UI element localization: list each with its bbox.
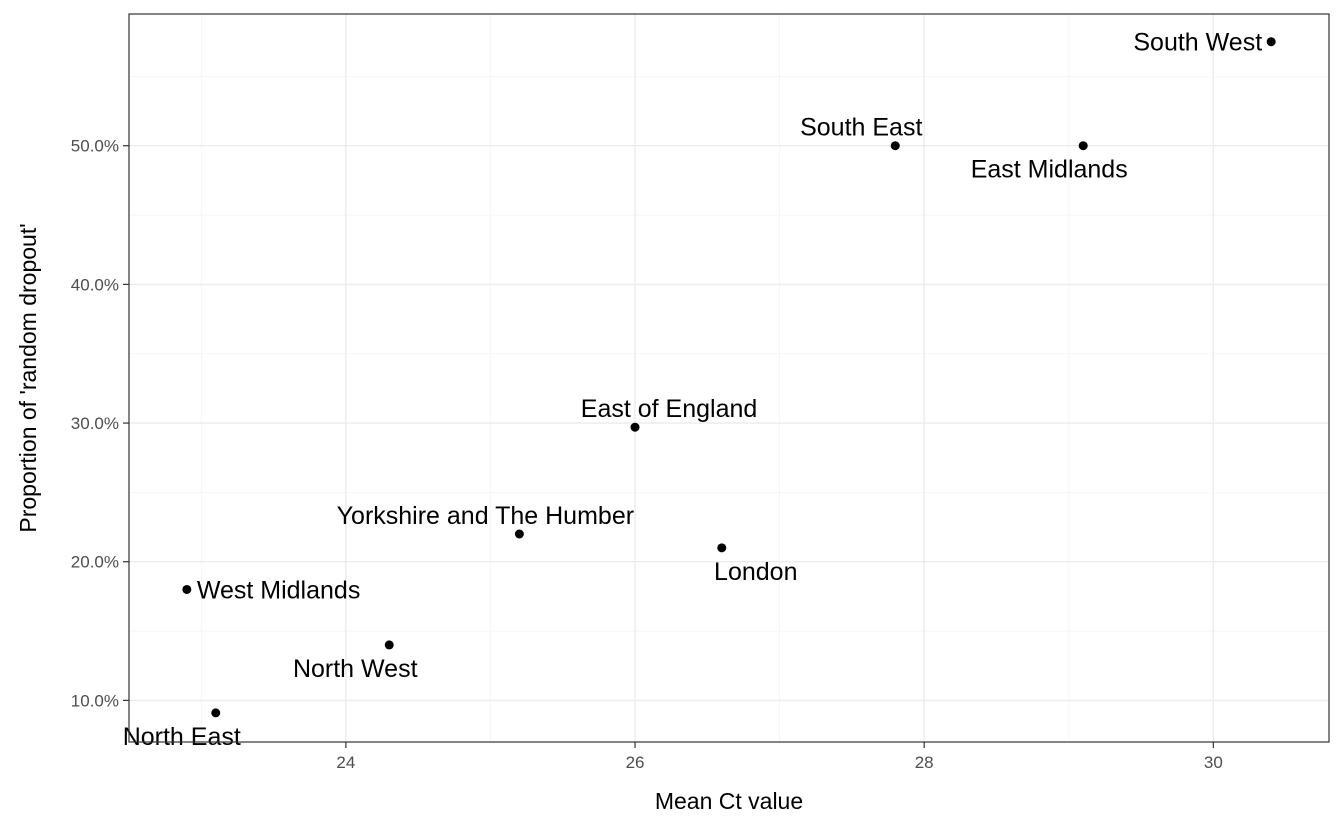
data-point-label: Yorkshire and The Humber <box>337 502 634 530</box>
data-point <box>211 708 221 718</box>
data-point <box>630 422 640 432</box>
data-point-label: East Midlands <box>971 156 1128 184</box>
grid-lines <box>129 14 1329 742</box>
data-point <box>717 543 727 553</box>
y-tick-label: 40.0% <box>71 275 119 294</box>
data-point-label: London <box>714 558 797 586</box>
x-tick-label: 28 <box>915 753 934 772</box>
panel-border <box>128 13 1330 743</box>
x-axis-title: Mean Ct value <box>655 788 803 814</box>
data-point <box>384 640 394 650</box>
data-point-label: East of England <box>581 395 758 423</box>
y-axis-title: Proportion of 'random dropout' <box>15 223 41 532</box>
x-tick-label: 30 <box>1204 753 1223 772</box>
axis-ticks: 24 26 28 30 10.0% 20.0% 30.0% 40.0% 50.0% <box>71 137 1223 772</box>
data-point-label: South East <box>800 114 922 142</box>
data-point-label: South West <box>1133 29 1262 57</box>
y-tick-label: 10.0% <box>71 691 119 710</box>
point-labels: South West South East East Midlands East of… <box>123 29 1263 751</box>
x-tick-label: 24 <box>336 753 355 772</box>
data-point <box>182 584 192 594</box>
data-point-label: North West <box>293 655 418 683</box>
data-point <box>1266 37 1276 47</box>
data-points <box>182 37 1276 718</box>
y-tick-label: 30.0% <box>71 414 119 433</box>
data-point <box>1078 141 1088 151</box>
data-point-label: West Midlands <box>197 576 361 604</box>
x-tick-label: 26 <box>626 753 645 772</box>
y-tick-label: 50.0% <box>71 137 119 156</box>
data-point <box>514 529 524 539</box>
data-point <box>890 141 900 151</box>
data-point-label: North East <box>123 723 241 751</box>
y-tick-label: 20.0% <box>71 553 119 572</box>
